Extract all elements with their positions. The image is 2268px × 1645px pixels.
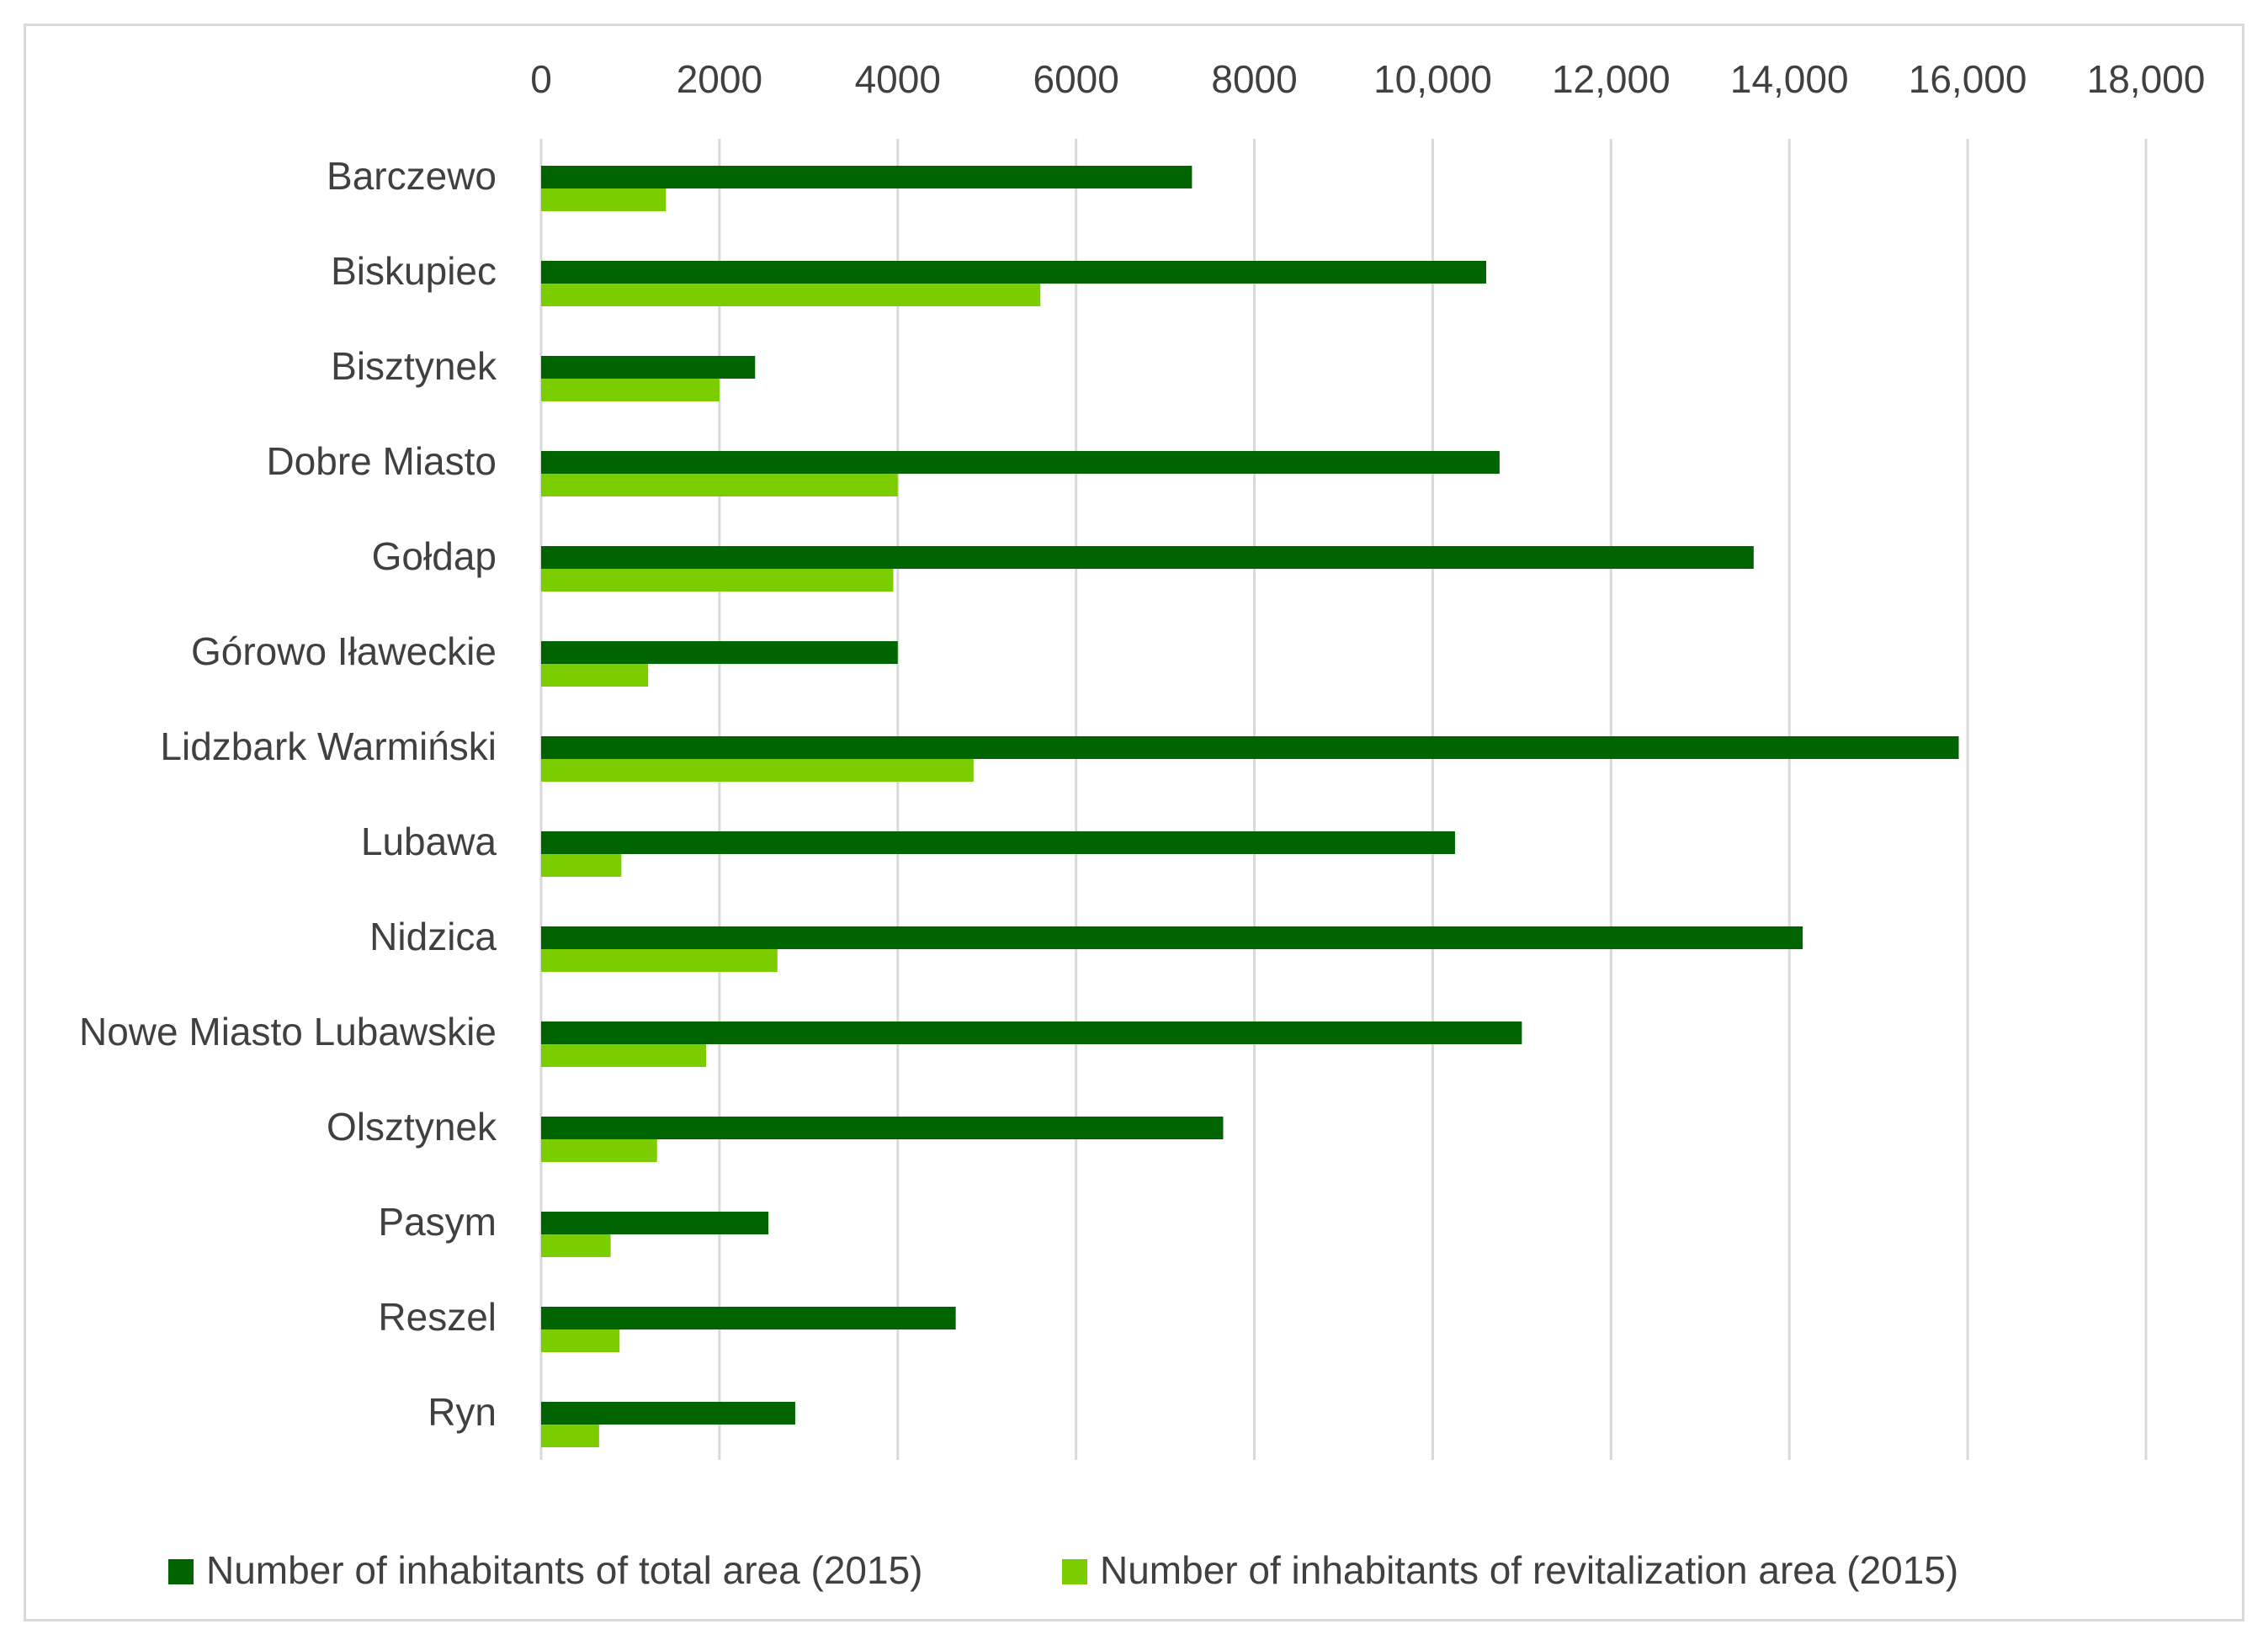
category-label: Reszel <box>378 1295 497 1339</box>
bar-total-area <box>541 356 756 379</box>
x-tick-label: 10,000 <box>1373 57 1492 101</box>
x-tick-label: 8000 <box>1211 57 1297 101</box>
bar-revitalization-area <box>541 284 1041 306</box>
x-axis-ticks: 0 2000 4000 6000 8000 10,000 12,000 14,000 16,00… <box>530 57 2205 101</box>
bars <box>541 166 1959 1447</box>
category-label: Nowe Miasto Lubawskie <box>79 1010 497 1053</box>
category-label: Biskupiec <box>331 249 497 293</box>
x-tick-label: 14,000 <box>1730 57 1849 101</box>
bar-total-area <box>541 451 1500 474</box>
legend-swatch <box>168 1559 194 1584</box>
x-tick-label: 2000 <box>677 57 762 101</box>
bar-revitalization-area <box>541 949 778 972</box>
legend: Number of inhabitants of total area (201… <box>168 1548 1958 1592</box>
legend-label: Number of inhabitants of revitalization … <box>1100 1548 1958 1592</box>
bar-total-area <box>541 261 1487 284</box>
legend-label: Number of inhabitants of total area (201… <box>206 1548 923 1592</box>
x-tick-label: 0 <box>530 57 552 101</box>
x-tick-label: 4000 <box>855 57 941 101</box>
bar-revitalization-area <box>541 1139 657 1162</box>
bar-revitalization-area <box>541 379 720 401</box>
bar-revitalization-area <box>541 1329 620 1352</box>
x-tick-label: 6000 <box>1033 57 1118 101</box>
x-tick-label: 16,000 <box>1909 57 2027 101</box>
category-label: Barczewo <box>327 154 497 198</box>
gridlines <box>539 139 2148 1460</box>
bar-total-area <box>541 736 1959 759</box>
bar-revitalization-area <box>541 569 894 592</box>
bar-total-area <box>541 1402 795 1425</box>
bar-revitalization-area <box>541 188 667 211</box>
bar-total-area <box>541 546 1754 569</box>
bar-total-area <box>541 641 898 664</box>
chart-frame <box>24 24 2244 1621</box>
category-label: Olsztynek <box>327 1105 497 1149</box>
category-label: Górowo Iławeckie <box>191 629 497 673</box>
x-tick-label: 12,000 <box>1552 57 1670 101</box>
legend-swatch <box>1062 1559 1087 1584</box>
category-label: Pasym <box>378 1200 497 1244</box>
bar-total-area <box>541 1021 1522 1044</box>
bar-revitalization-area <box>541 1044 706 1067</box>
category-label: Lubawa <box>361 820 497 863</box>
category-label: Lidzbark Warmiński <box>160 724 497 768</box>
category-label: Dobre Miasto <box>266 439 497 483</box>
category-label: Bisztynek <box>331 344 497 388</box>
bar-revitalization-area <box>541 474 898 496</box>
bar-revitalization-area <box>541 759 974 782</box>
bar-total-area <box>541 1307 956 1329</box>
bar-revitalization-area <box>541 1425 599 1447</box>
bar-total-area <box>541 1212 769 1234</box>
category-label: Gołdap <box>372 534 497 578</box>
category-label: Nidzica <box>369 915 497 958</box>
bar-total-area <box>541 1117 1224 1139</box>
bar-revitalization-area <box>541 1234 611 1257</box>
x-tick-label: 18,000 <box>2087 57 2206 101</box>
category-label: Ryn <box>428 1390 497 1434</box>
bar-total-area <box>541 831 1455 854</box>
category-labels: Barczewo Biskupiec Bisztynek Dobre Miasto Go… <box>79 154 497 1434</box>
bar-revitalization-area <box>541 664 649 687</box>
bar-total-area <box>541 926 1803 949</box>
bar-total-area <box>541 166 1192 188</box>
bar-revitalization-area <box>541 854 622 877</box>
